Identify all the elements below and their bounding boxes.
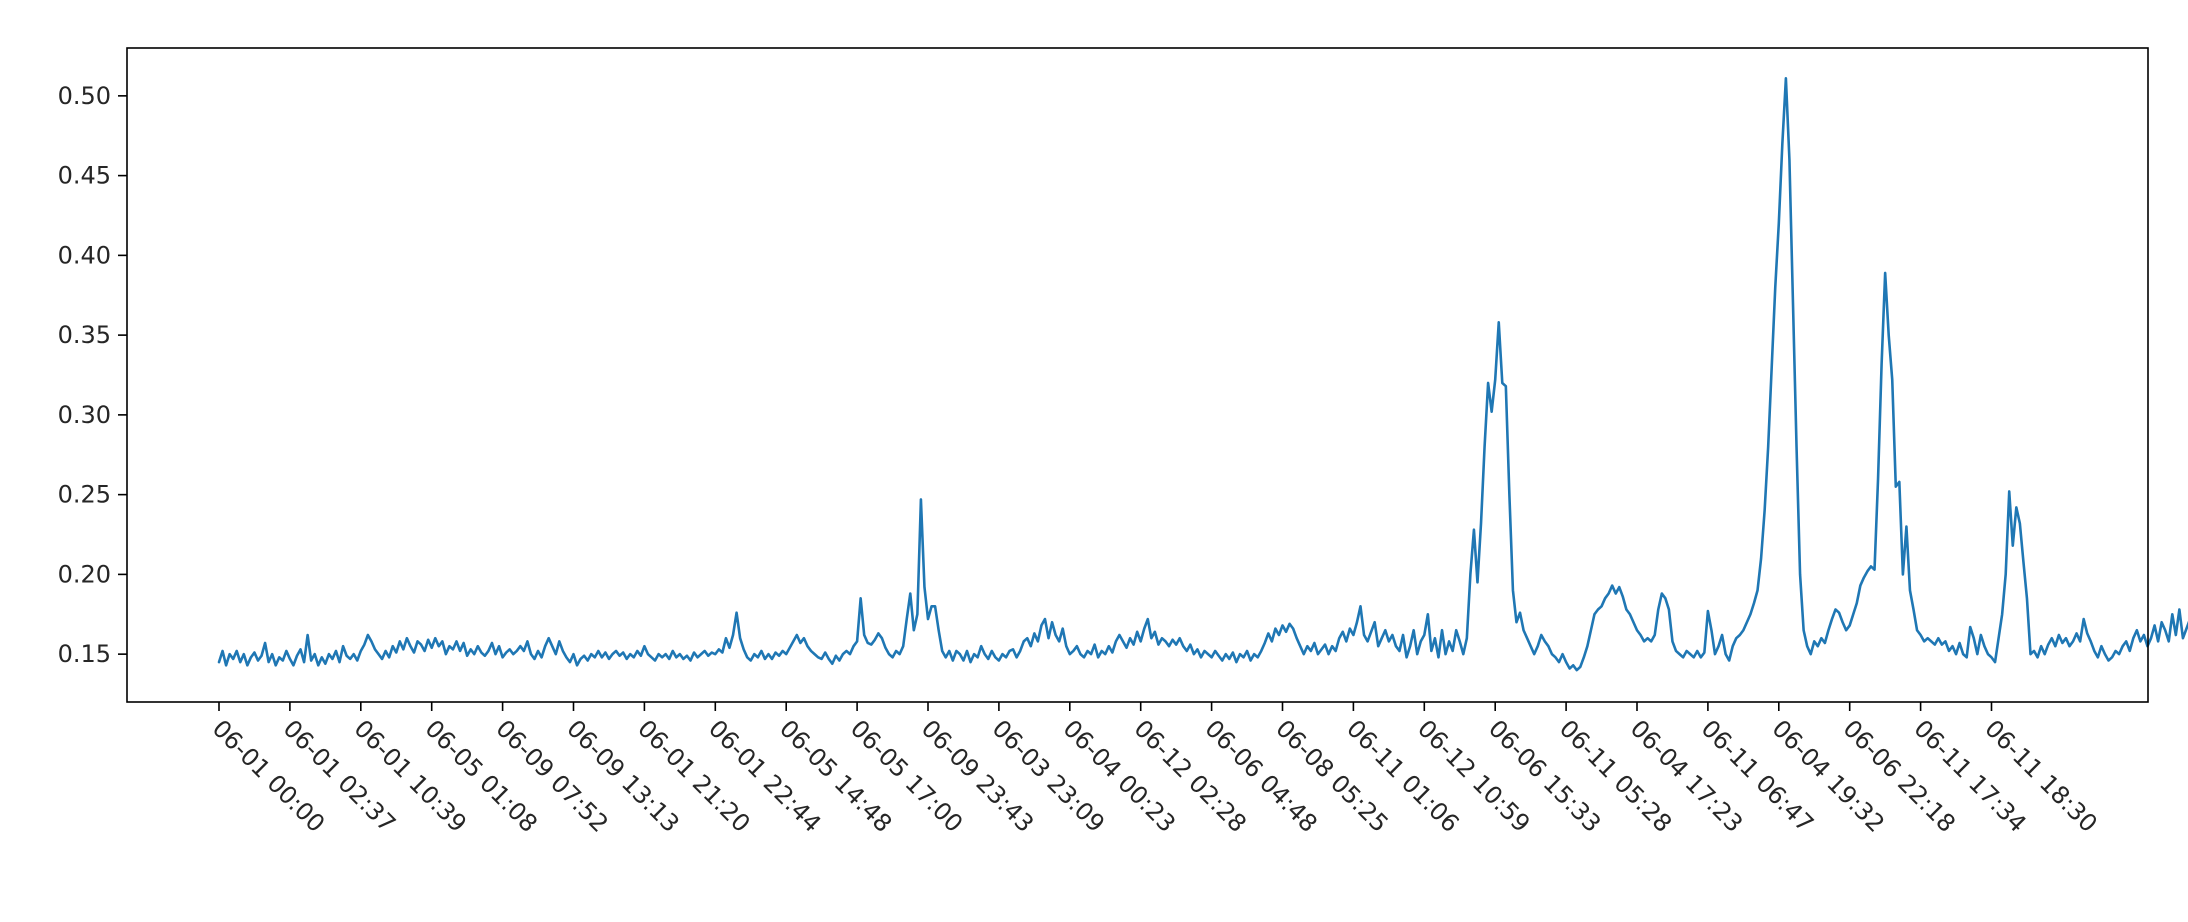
y-tick-label: 0.35 <box>58 321 111 349</box>
y-tick-label: 0.15 <box>58 640 111 668</box>
y-tick-label: 0.50 <box>58 82 111 110</box>
series-line <box>217 77 2188 672</box>
plot-frame <box>126 47 2149 703</box>
y-tick-label: 0.20 <box>58 560 111 588</box>
y-tick-label: 0.45 <box>58 162 111 190</box>
plot-area <box>127 48 2148 702</box>
y-tick-label: 0.30 <box>58 401 111 429</box>
data-layer <box>217 77 2188 672</box>
y-axis: 0.15 0.20 0.25 0.30 0.35 0.40 0.45 0.50 <box>58 82 127 668</box>
y-tick-label: 0.40 <box>58 241 111 269</box>
y-tick-label: 0.25 <box>58 481 111 509</box>
